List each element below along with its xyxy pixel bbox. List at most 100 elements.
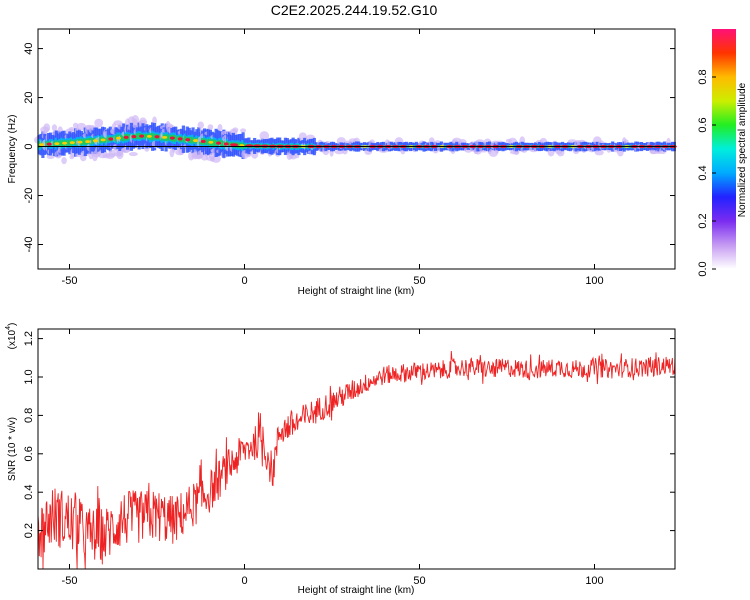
spectral-peak-mark [146,135,152,138]
spectral-halo-mark [259,131,270,141]
spectral-halo-mark [80,154,87,162]
colorbar-tick-label: 0.8 [697,69,709,84]
spectrogram-y-ticks: 40 20 0 -20 -40 [23,42,675,252]
spectral-mid-mark [166,134,170,142]
spectral-halo-mark [232,127,239,133]
chart-title: C2E2.2025.244.19.52.G10 [271,2,438,18]
spectral-halo-mark [207,124,214,131]
spectral-peak-mark [139,134,145,138]
spectral-peak-mark [39,143,44,146]
spectral-halo-mark [51,124,58,132]
spectral-peak-mark [208,140,214,144]
x-tick-label: 0 [241,575,247,587]
spectral-mid-mark [189,137,193,144]
spectral-halo-mark [152,116,157,125]
snr-y-ticks: 0.2 0.4 0.6 0.8 1.0 1.2 [23,331,675,538]
spectral-mid-mark [143,133,147,139]
colorbar: 0.0 0.2 0.4 0.6 0.8 Normalized spectral ampl… [697,29,748,277]
spectral-peak-mark [169,136,175,140]
y-tick-label: 1.0 [23,369,35,384]
spectral-peak-mark [108,137,114,141]
spectral-mid-mark [220,140,224,148]
spectral-halo-mark [334,149,345,155]
y-tick-label: 0.2 [23,523,35,538]
spectral-peak-mark [185,138,191,142]
y-tick-label: 0.4 [23,485,35,500]
x-tick-label: 0 [241,275,247,287]
spectral-peak-mark [100,138,106,142]
spectral-peak-mark [116,136,121,140]
colorbar-tick-label: 0.0 [697,261,709,276]
spectral-halo-mark [594,149,604,156]
snr-panel: -50 0 50 100 0.2 0.4 0.6 0.8 1.0 1.2 Height of s… [5,323,676,596]
spectral-mid-mark [174,134,178,142]
y-tick-label: 0.8 [23,408,35,423]
y-tick-label: -20 [23,188,35,204]
spectral-halo-mark [211,154,221,163]
spectral-halo-mark [116,149,124,160]
spectral-peak-mark [46,142,52,146]
spectral-mid-mark [181,136,186,142]
snr-frame [37,328,676,570]
y-tick-label: 20 [23,91,35,103]
spectral-peak-mark [200,139,206,144]
y-tick-label: 0.6 [23,446,35,461]
x-tick-label: 100 [585,275,603,287]
x-tick-label: 50 [413,275,425,287]
spectral-halo-mark [94,118,104,128]
spectral-mid-mark [120,135,124,141]
x-tick-label: -50 [62,575,78,587]
spectral-mid-mark [74,139,78,145]
spectrogram-y-label: Frequency (Hz) [7,115,18,184]
spectral-halo-mark [61,157,67,165]
spectral-peak-mark [230,143,238,147]
spectral-peak-mark [154,135,160,139]
x-tick-label: 100 [585,575,603,587]
spectral-halo-mark [68,127,75,132]
colorbar-label: Normalized spectral amplitude [737,82,748,217]
spectral-peak-mark [223,142,229,146]
spectral-mid-mark [135,133,139,139]
spectral-peak-mark [216,141,222,145]
spectral-mid-mark [212,139,216,147]
spectral-mid-mark [243,143,247,148]
spectral-peak-mark [69,141,75,145]
spectrogram-x-ticks: -50 0 50 100 [62,29,604,287]
spectral-mid-mark [66,140,70,146]
spectral-mid-mark [151,133,155,141]
snr-y-label: SNR (10 * v/v) [7,417,18,481]
y-tick-label: 0 [23,143,35,149]
y-tick-label: 40 [23,42,35,54]
spectral-peak-mark [162,136,168,139]
spectral-halo-mark [139,117,147,127]
y-tick-label: -40 [23,237,35,253]
spectral-peak-mark [54,142,60,146]
spectrogram-frame [37,28,676,270]
spectral-peak-mark [193,139,198,142]
spectral-mid-mark [127,134,132,140]
spectral-halo-mark [240,128,247,133]
spectrogram-x-label: Height of straight line (km) [298,286,415,297]
y-tick-label: 1.2 [23,331,35,346]
spectral-mid-mark [228,142,232,147]
spectral-peak-mark [123,135,129,139]
spectral-mid-mark [58,140,62,147]
spectral-halo-mark [197,121,204,129]
spectral-peak-mark [253,144,262,148]
spectral-peak-mark [92,139,98,143]
colorbar-gradient [712,29,736,269]
spectral-mid-mark [204,139,209,145]
x-tick-label: -50 [62,275,78,287]
colorbar-ticks: 0.0 0.2 0.4 0.6 0.8 [697,69,716,277]
snr-x-label: Height of straight line (km) [298,585,415,596]
colorbar-tick-label: 0.4 [697,165,709,180]
spectral-peak-mark [85,140,91,143]
spectral-peak-mark [62,141,68,145]
colorbar-tick-label: 0.6 [697,117,709,132]
spectral-halo-mark [46,154,55,159]
spectral-halo-mark [128,152,138,157]
spectral-amplitude-marks [34,114,677,165]
spectral-peak-mark [131,134,137,139]
spectral-peak-mark [77,140,83,144]
